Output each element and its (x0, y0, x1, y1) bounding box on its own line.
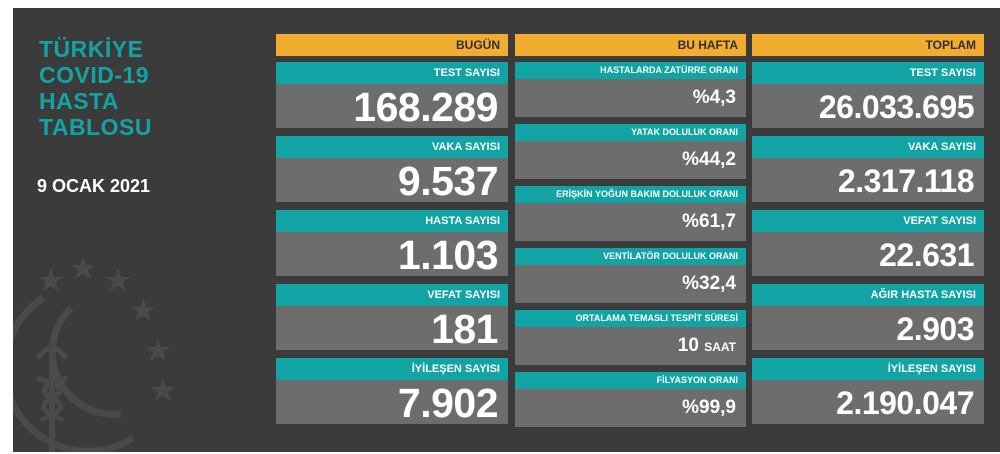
value-unit: SAAT (704, 340, 736, 354)
title-line: HASTA (39, 88, 120, 114)
card-value: 181 (276, 306, 508, 350)
card-label: VAKA SAYISI (276, 136, 508, 158)
card-value: 168.289 (276, 84, 508, 128)
title-line: TÜRKİYE (39, 36, 144, 62)
card-label: FİLYASYON ORANI (515, 372, 746, 389)
card-label: TEST SAYISI (752, 62, 984, 84)
card-value: 10 SAAT (515, 327, 746, 365)
total-column: TOPLAM TEST SAYISI 26.033.695 VAKA SAYIS… (752, 34, 984, 454)
week-ventilator-card: VENTİLATÖR DOLULUK ORANI %32,4 (515, 248, 746, 303)
value-text: %99,9 (682, 397, 736, 418)
card-label: AĞIR HASTA SAYISI (752, 284, 984, 306)
value-text: %32,4 (682, 273, 736, 294)
covid-table-panel: TÜRKİYE COVID-19 HASTA TABLOSU 9 OCAK 20… (13, 8, 1000, 452)
card-label: İYİLEŞEN SAYISI (752, 358, 984, 380)
card-value: 2.190.047 (752, 380, 984, 424)
card-label: VEFAT SAYISI (752, 210, 984, 232)
card-value: 2.317.118 (752, 158, 984, 202)
week-contact-card: ORTALAMA TEMASLI TESPİT SÜRESİ 10 SAAT (515, 310, 746, 365)
total-death-card: VEFAT SAYISI 22.631 (752, 210, 984, 276)
card-value: 26.033.695 (752, 84, 984, 128)
page-title: TÜRKİYE COVID-19 HASTA TABLOSU (39, 36, 152, 140)
card-label: HASTA SAYISI (276, 210, 508, 232)
card-label: VAKA SAYISI (752, 136, 984, 158)
card-label: YATAK DOLULUK ORANI (515, 124, 746, 141)
week-bed-card: YATAK DOLULUK ORANI %44,2 (515, 124, 746, 179)
total-recovered-card: İYİLEŞEN SAYISI 2.190.047 (752, 358, 984, 424)
card-value: %61,7 (515, 203, 746, 241)
today-test-card: TEST SAYISI 168.289 (276, 62, 508, 128)
card-label: ORTALAMA TEMASLI TESPİT SÜRESİ (515, 310, 746, 327)
card-label: HASTALARDA ZATÜRRE ORANI (515, 62, 746, 79)
week-filiation-card: FİLYASYON ORANI %99,9 (515, 372, 746, 427)
card-value: %32,4 (515, 265, 746, 303)
value-text: 10 (677, 335, 699, 356)
card-label: TEST SAYISI (276, 62, 508, 84)
today-column: BUGÜN TEST SAYISI 168.289 VAKA SAYISI 9.… (276, 34, 508, 454)
card-value: %44,2 (515, 141, 746, 179)
total-case-card: VAKA SAYISI 2.317.118 (752, 136, 984, 202)
card-value: 1.103 (276, 232, 508, 276)
week-column: BU HAFTA HASTALARDA ZATÜRRE ORANI %4,3 Y… (515, 34, 746, 454)
today-case-card: VAKA SAYISI 9.537 (276, 136, 508, 202)
total-header: TOPLAM (752, 34, 984, 56)
total-severe-card: AĞIR HASTA SAYISI 2.903 (752, 284, 984, 350)
card-label: ERİŞKİN YOĞUN BAKIM DOLULUK ORANI (515, 186, 746, 203)
title-line: COVID-19 (39, 62, 150, 88)
today-death-card: VEFAT SAYISI 181 (276, 284, 508, 350)
card-label: VEFAT SAYISI (276, 284, 508, 306)
week-header: BU HAFTA (515, 34, 746, 56)
card-value: %4,3 (515, 79, 746, 117)
week-pneumonia-card: HASTALARDA ZATÜRRE ORANI %4,3 (515, 62, 746, 117)
card-value: 7.902 (276, 380, 508, 424)
card-value: 22.631 (752, 232, 984, 276)
report-date: 9 OCAK 2021 (37, 176, 151, 196)
total-test-card: TEST SAYISI 26.033.695 (752, 62, 984, 128)
title-line: TABLOSU (39, 114, 152, 140)
card-value: 2.903 (752, 306, 984, 350)
today-header: BUGÜN (276, 34, 508, 56)
card-label: VENTİLATÖR DOLULUK ORANI (515, 248, 746, 265)
value-text: %61,7 (682, 211, 736, 232)
health-ministry-emblem-icon (13, 256, 175, 452)
card-label: İYİLEŞEN SAYISI (276, 358, 508, 380)
week-icu-card: ERİŞKİN YOĞUN BAKIM DOLULUK ORANI %61,7 (515, 186, 746, 241)
today-recovered-card: İYİLEŞEN SAYISI 7.902 (276, 358, 508, 424)
value-text: %44,2 (682, 149, 736, 170)
value-text: %4,3 (692, 87, 736, 108)
card-value: 9.537 (276, 158, 508, 202)
card-value: %99,9 (515, 389, 746, 427)
today-patient-card: HASTA SAYISI 1.103 (276, 210, 508, 276)
